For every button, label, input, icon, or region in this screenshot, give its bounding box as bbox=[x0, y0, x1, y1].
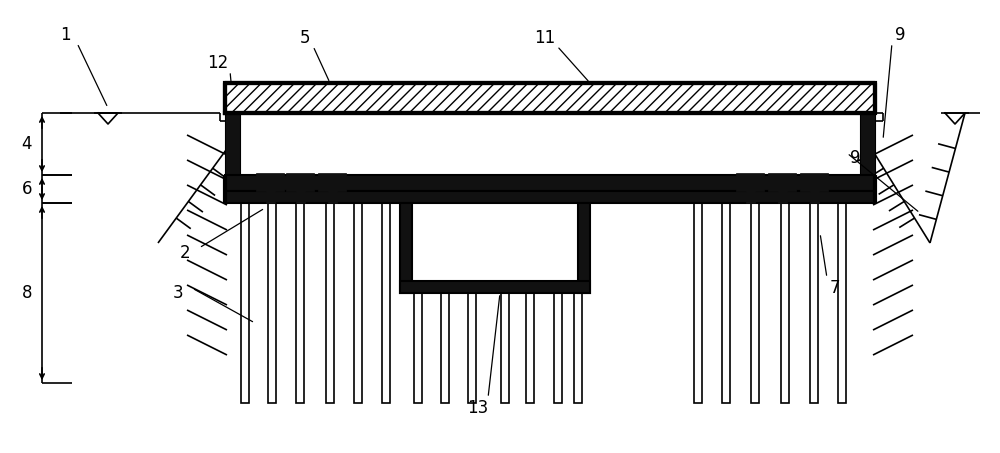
Text: 5: 5 bbox=[300, 29, 310, 47]
Text: 13: 13 bbox=[467, 399, 489, 417]
Bar bbox=[414, 293, 422, 403]
Bar bbox=[225, 113, 240, 193]
Text: 7: 7 bbox=[830, 279, 840, 297]
Bar bbox=[296, 175, 305, 203]
Bar bbox=[225, 191, 875, 203]
Bar bbox=[225, 175, 875, 191]
Bar bbox=[256, 173, 284, 191]
Text: 12: 12 bbox=[207, 54, 229, 72]
Bar bbox=[526, 293, 534, 403]
Bar bbox=[781, 203, 789, 403]
Text: 2: 2 bbox=[180, 244, 190, 262]
Bar bbox=[266, 175, 275, 203]
Bar bbox=[810, 203, 818, 403]
Bar bbox=[860, 113, 875, 193]
Bar bbox=[746, 175, 755, 203]
Bar bbox=[318, 173, 346, 191]
Bar bbox=[354, 203, 362, 403]
Bar bbox=[268, 203, 276, 403]
Text: 9: 9 bbox=[895, 26, 905, 44]
Bar bbox=[400, 203, 412, 293]
Bar bbox=[751, 203, 759, 403]
Text: 4: 4 bbox=[22, 135, 32, 153]
Bar bbox=[574, 293, 582, 403]
Text: 6: 6 bbox=[22, 180, 32, 198]
Bar bbox=[400, 281, 590, 293]
Bar bbox=[554, 293, 562, 403]
Bar bbox=[286, 173, 314, 191]
Bar bbox=[810, 175, 819, 203]
Bar bbox=[778, 175, 787, 203]
Bar bbox=[326, 203, 334, 403]
Text: 8: 8 bbox=[22, 284, 32, 302]
Bar bbox=[736, 173, 764, 191]
Bar bbox=[328, 175, 337, 203]
Text: 9: 9 bbox=[850, 149, 860, 167]
Bar bbox=[694, 203, 702, 403]
Bar bbox=[800, 173, 828, 191]
Bar bbox=[241, 203, 249, 403]
Text: 11: 11 bbox=[534, 29, 556, 47]
Bar bbox=[768, 173, 796, 191]
Bar bbox=[225, 83, 875, 113]
Bar bbox=[578, 203, 590, 293]
Bar bbox=[722, 203, 730, 403]
Bar bbox=[382, 203, 390, 403]
Bar bbox=[296, 203, 304, 403]
Text: 1: 1 bbox=[60, 26, 70, 44]
Bar bbox=[468, 293, 476, 403]
Bar bbox=[838, 203, 846, 403]
Text: 3: 3 bbox=[173, 284, 183, 302]
Bar bbox=[501, 293, 509, 403]
Bar bbox=[441, 293, 449, 403]
